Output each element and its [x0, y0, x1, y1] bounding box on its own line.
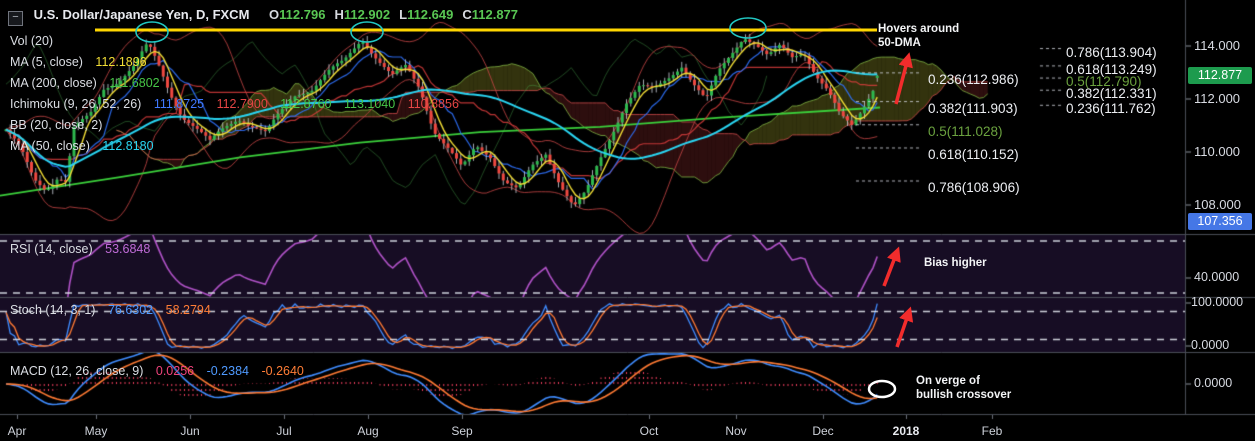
stoch-k-value: 76.6302 [107, 303, 154, 317]
fib-retracement-label[interactable]: 0.786(113.904) [1066, 44, 1157, 60]
macd-axis-tick: 0.0000 [1194, 376, 1233, 390]
bb-label: BB (20, close, 2) [10, 118, 103, 132]
fib-retracement-label[interactable]: 0.786(108.906) [928, 179, 1020, 195]
open-value: 112.796 [279, 7, 326, 22]
fib-retracement-label[interactable]: 0.236(111.762) [1066, 101, 1156, 117]
fib-retracement-label[interactable]: 0.5(111.028) [928, 123, 1003, 139]
fib-retracement-label[interactable]: 0.618(110.152) [928, 146, 1019, 162]
ma200-value: 111.6802 [109, 76, 160, 90]
ichimoku-label: Ichimoku (9, 26, 52, 26) [10, 97, 142, 111]
ichimoku-chikou-value: 112.8760 [280, 97, 332, 111]
fib-retracement-label[interactable]: 0.382(111.903) [928, 100, 1018, 116]
annotation-bias-line1: Bias higher [924, 257, 987, 269]
legend-volume[interactable]: Vol (20) [10, 34, 53, 48]
ichimoku-kijun-value: 112.7900 [216, 97, 268, 111]
time-axis-label: 2018 [892, 424, 920, 438]
low-price-badge: 107.356 [1188, 213, 1252, 231]
last-price-badge: 112.877 [1188, 66, 1252, 84]
ohlc-readout: O112.796 H112.902 L112.649 C112.877 [269, 7, 527, 22]
low-label: L [399, 7, 408, 22]
legend-stoch[interactable]: Stoch (14, 3, 1) 76.6302 58.2794 [10, 303, 211, 317]
macd-label: MACD (12, 26, close, 9) [10, 364, 144, 378]
ichimoku-senkou-b-value: 110.8856 [407, 97, 459, 111]
legend-ichimoku[interactable]: Ichimoku (9, 26, 52, 26) 111.8725 112.79… [10, 97, 459, 111]
stoch-axis-tick: 100.0000 [1191, 295, 1244, 309]
stoch-label: Stoch (14, 3, 1) [10, 303, 96, 317]
rsi-axis-tick: 40.0000 [1194, 270, 1240, 284]
legend-macd[interactable]: MACD (12, 26, close, 9) 0.0256 -0.2384 -… [10, 364, 304, 378]
price-axis-tick: 110.000 [1194, 144, 1241, 159]
rsi-value: 53.6848 [105, 242, 151, 256]
legend-ma50[interactable]: MA (50, close) 112.8180 [10, 139, 154, 153]
rsi-label: RSI (14, close) [10, 242, 93, 256]
time-axis-label: Nov [725, 424, 747, 438]
ma5-value: 112.1896 [95, 55, 147, 69]
high-value: 112.902 [343, 7, 391, 22]
price-axis-tick: 108.000 [1194, 197, 1241, 212]
high-label: H [334, 7, 344, 22]
legend-bb[interactable]: BB (20, close, 2) [10, 118, 102, 132]
annotation-crossover-line1: On verge of [916, 375, 980, 387]
symbol-title[interactable]: U.S. Dollar/Japanese Yen, D, FXCM [33, 7, 250, 22]
ma5-label: MA (5, close) [10, 55, 83, 69]
low-value: 112.649 [407, 7, 454, 22]
legend-ma5[interactable]: MA (5, close) 112.1896 [10, 55, 147, 69]
legend-ma200[interactable]: MA (200, close) 111.6802 [10, 76, 160, 90]
ma200-label: MA (200, close) [10, 76, 97, 90]
annotation-50dma[interactable]: Hovers around 50-DMA [878, 22, 959, 50]
time-axis-label: Aug [357, 424, 379, 438]
time-axis-label: Feb [981, 424, 1003, 438]
price-axis-tick: 114.000 [1194, 38, 1241, 53]
annotation-crossover-line2: bullish crossover [916, 389, 1012, 401]
annotation-crossover[interactable]: On verge of bullish crossover [916, 374, 1011, 402]
stoch-axis-tick: 0.0000 [1191, 338, 1230, 352]
time-axis-label: Jul [276, 424, 292, 438]
close-value: 112.877 [471, 7, 519, 22]
price-axis-tick: 112.000 [1194, 91, 1241, 106]
time-axis-label: Dec [812, 424, 834, 438]
annotation-bias-higher[interactable]: Bias higher [924, 256, 987, 270]
ichimoku-tenkan-value: 111.8725 [153, 97, 205, 111]
ichimoku-senkou-a-value: 113.1040 [343, 97, 396, 111]
chart-header: − U.S. Dollar/Japanese Yen, D, FXCM O112… [8, 7, 527, 26]
open-label: O [269, 7, 280, 22]
time-axis-label: Jun [180, 424, 200, 438]
volume-label: Vol (20) [10, 34, 54, 48]
time-axis-label: Apr [7, 424, 27, 438]
annotation-50dma-line2: 50-DMA [878, 37, 921, 49]
stoch-d-value: 58.2794 [165, 303, 211, 317]
fib-retracement-label[interactable]: 0.382(112.331) [1066, 86, 1157, 102]
macd-signal-value: -0.2640 [261, 364, 304, 378]
ma50-label: MA (50, close) [10, 139, 90, 153]
time-axis-label: Oct [639, 424, 659, 438]
time-axis-label: May [84, 424, 108, 438]
time-axis-label: Sep [451, 424, 473, 438]
close-label: C [462, 7, 472, 22]
fib-retracement-label[interactable]: 0.5(112.790) [1066, 74, 1142, 90]
macd-line-value: -0.2384 [206, 364, 249, 378]
legend-rsi[interactable]: RSI (14, close) 53.6848 [10, 242, 150, 256]
ma50-value: 112.8180 [102, 139, 154, 153]
annotation-50dma-line1: Hovers around [878, 23, 960, 35]
macd-hist-value: 0.0256 [155, 364, 195, 378]
collapse-icon[interactable]: − [8, 11, 23, 26]
fib-retracement-label[interactable]: 0.236(112.986) [928, 71, 1019, 87]
fib-retracement-label[interactable]: 0.618(113.249) [1066, 61, 1157, 77]
